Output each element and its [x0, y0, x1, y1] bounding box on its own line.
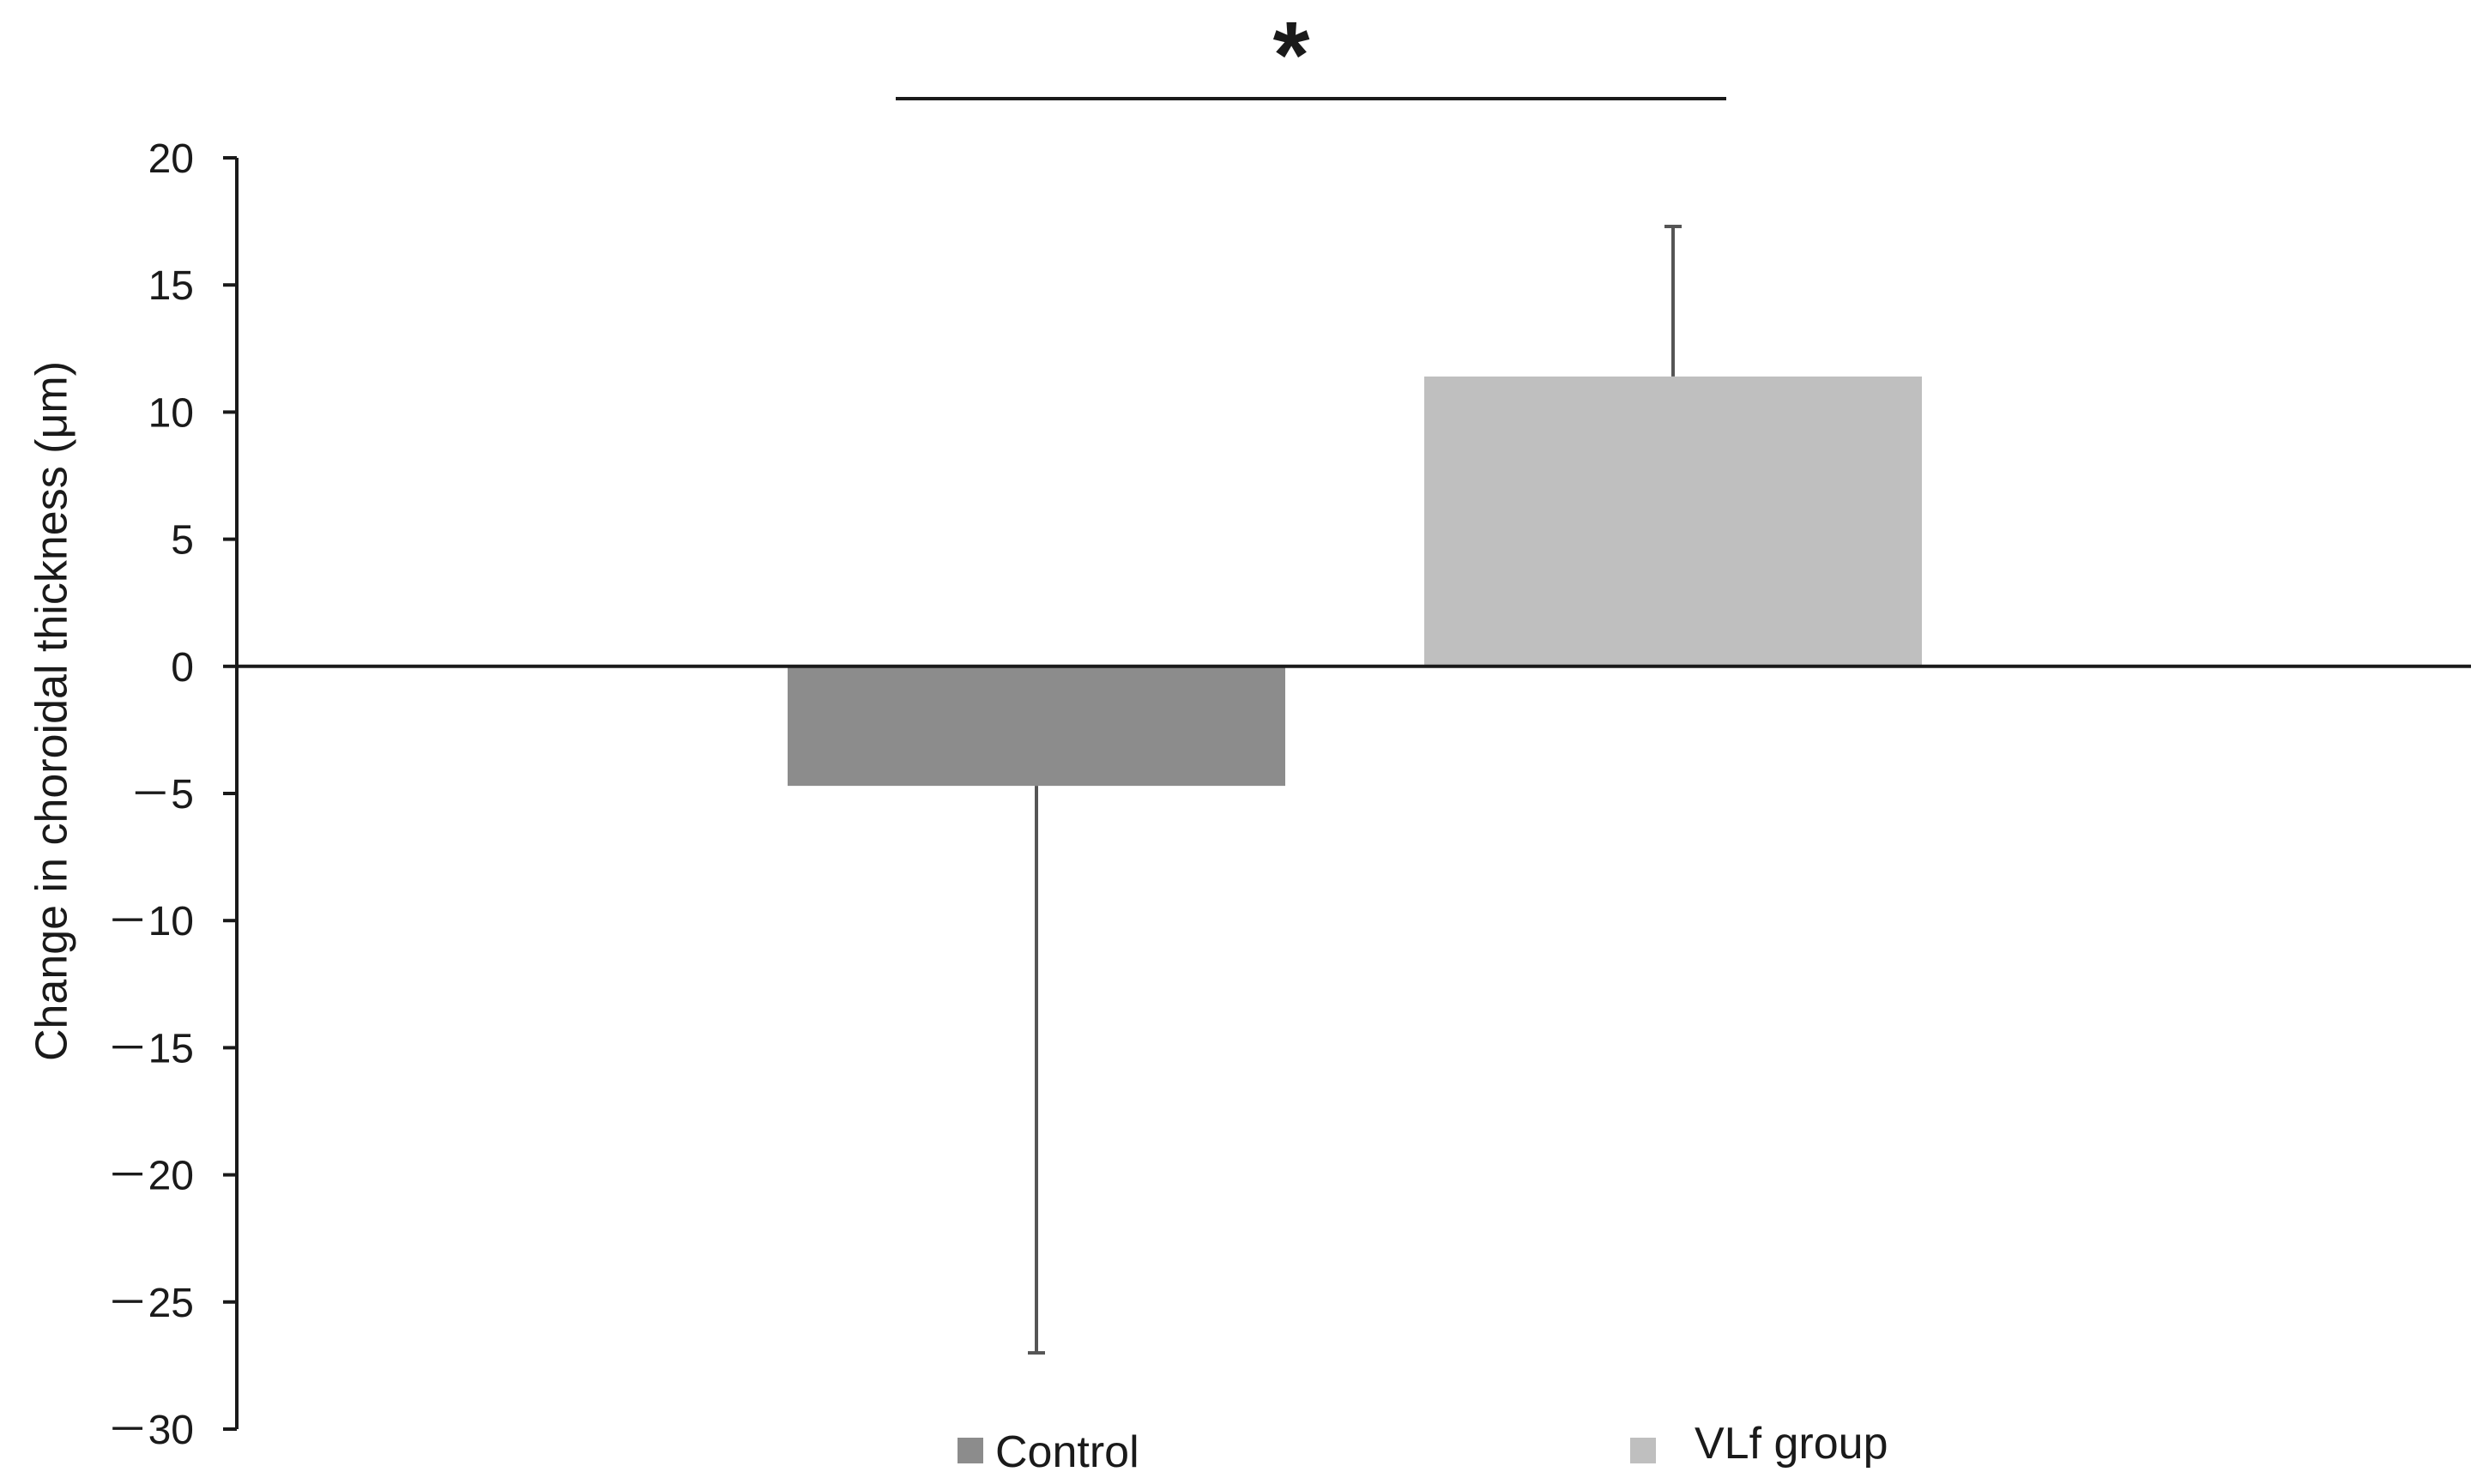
significance-marker: *	[1273, 3, 1310, 108]
y-tick-label: －25	[107, 1281, 194, 1326]
y-tick-label: －10	[107, 899, 194, 944]
y-tick-label: 10	[148, 390, 194, 436]
y-axis-ticks: 20 15 10 5 0 －5 －10 －15 －20 －25 －30	[107, 136, 237, 1453]
y-tick-label: 5	[171, 518, 194, 564]
error-bars	[1028, 225, 1682, 1355]
y-tick-label: 15	[148, 263, 194, 309]
y-tick-label: －20	[107, 1154, 194, 1199]
y-tick-label: －5	[130, 772, 194, 817]
y-tick-label: 20	[148, 136, 194, 182]
bar-vlf-group	[1424, 376, 1922, 667]
legend-label: Control	[995, 1427, 1139, 1477]
y-axis-title: Change in choroidal thickness (μm)	[27, 361, 77, 1061]
legend-swatch	[1630, 1438, 1656, 1463]
y-tick-label: －30	[107, 1408, 194, 1453]
y-tick-label: 0	[171, 645, 194, 691]
bars	[788, 376, 1922, 787]
legend: Control VLf group	[958, 1419, 1888, 1477]
y-tick-label: －15	[107, 1026, 194, 1071]
bar-control	[788, 666, 1285, 787]
legend-swatch	[958, 1438, 983, 1463]
legend-label: VLf group	[1695, 1419, 1888, 1469]
